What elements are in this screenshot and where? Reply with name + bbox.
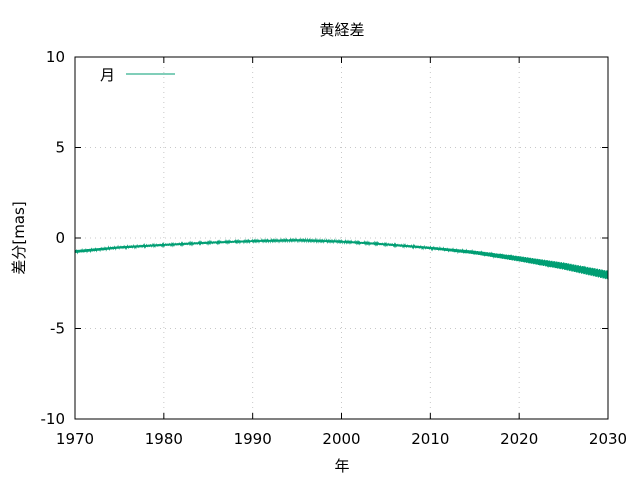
x-tick-label: 2020 <box>500 430 538 448</box>
y-tick-label: -5 <box>50 320 65 338</box>
y-tick-label: 0 <box>55 229 65 247</box>
grid <box>75 57 608 419</box>
x-axis-label: 年 <box>334 457 349 475</box>
chart-title: 黄経差 <box>319 21 364 39</box>
x-tick-label: 1980 <box>145 430 183 448</box>
tick-layer: 1970 1980 1990 2000 2010 2020 2030 -10 -5 0 5 10 <box>41 48 628 448</box>
y-axis-label: 差分[mas] <box>10 201 28 274</box>
legend: 月 <box>100 66 175 84</box>
legend-label: 月 <box>100 66 115 84</box>
x-tick-label: 1990 <box>234 430 272 448</box>
x-tick-label: 2010 <box>411 430 449 448</box>
series-line <box>74 237 609 280</box>
series-layer <box>74 237 609 280</box>
y-tick-label: 10 <box>46 48 65 66</box>
x-tick-label: 1970 <box>56 430 94 448</box>
x-tick-label: 2030 <box>589 430 627 448</box>
y-tick-label: 5 <box>55 139 65 157</box>
x-tick-label: 2000 <box>322 430 360 448</box>
y-tick-label: -10 <box>41 410 66 428</box>
